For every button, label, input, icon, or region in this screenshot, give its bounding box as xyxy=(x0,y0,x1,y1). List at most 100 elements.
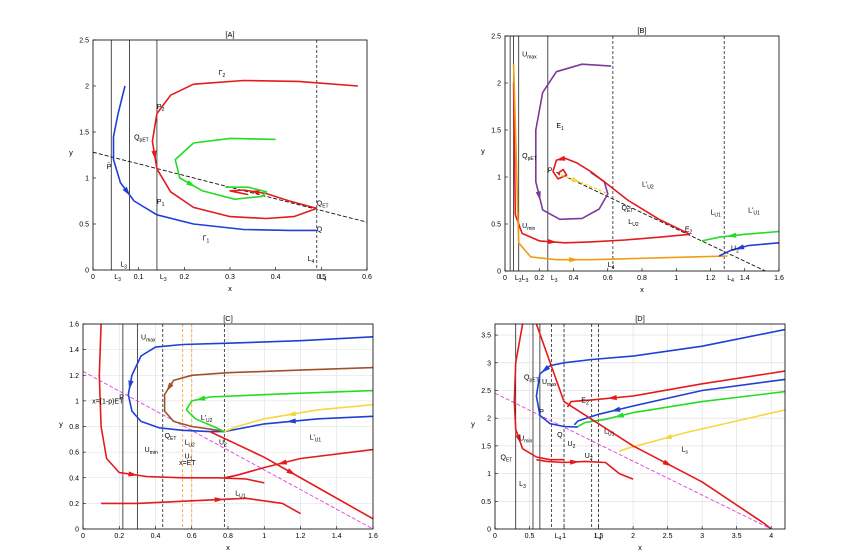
panel-B xyxy=(504,35,780,272)
x-tick-label: 0.4 xyxy=(569,275,579,282)
direction-arrow xyxy=(122,186,131,196)
y-tick-label: 2 xyxy=(85,84,89,91)
annotation: Γ1 xyxy=(203,236,210,245)
annotation: L4 xyxy=(308,256,315,265)
annotation: P2 xyxy=(157,104,165,113)
annotation: P xyxy=(548,167,553,174)
series-line xyxy=(561,174,609,195)
direction-arrow xyxy=(614,412,625,418)
x-tick-label: 1 xyxy=(562,533,566,540)
direction-arrow xyxy=(611,406,621,412)
annotation: QpET xyxy=(134,134,149,143)
annotation: Umax xyxy=(522,52,537,61)
annotation: U1 xyxy=(185,454,193,463)
annotation: E2 xyxy=(685,227,693,236)
direction-arrow xyxy=(214,497,224,503)
panel-title: [C] xyxy=(223,314,233,323)
panel-title: [A] xyxy=(225,30,234,39)
direction-arrow xyxy=(662,459,673,467)
extra-x-tick-label: L4 xyxy=(595,533,602,542)
y-tick-label: 0.5 xyxy=(491,222,501,229)
plot-content xyxy=(495,324,785,529)
y-tick-label: 1.6 xyxy=(69,322,79,329)
y-tick-label: 0.2 xyxy=(69,501,79,508)
y-tick-label: 1.5 xyxy=(481,443,491,450)
x-tick-label: 4 xyxy=(769,533,773,540)
y-tick-label: 1.5 xyxy=(491,128,501,135)
series-line xyxy=(224,415,373,433)
x-tick-label: 2 xyxy=(631,533,635,540)
y-axis-label: y xyxy=(59,420,63,429)
annotation: Umin xyxy=(519,435,532,444)
plot-content xyxy=(83,324,373,529)
annotation: x=(1-p)ET xyxy=(92,398,124,405)
dashed-line xyxy=(83,371,373,529)
annotation: Ls xyxy=(681,446,688,455)
plot-area xyxy=(93,40,367,270)
y-tick-label: 3.5 xyxy=(481,333,491,340)
series-line xyxy=(112,85,317,232)
direction-arrow xyxy=(186,180,196,187)
direction-arrow xyxy=(128,380,134,390)
annotation: LU1 xyxy=(235,491,246,500)
y-tick-label: 0 xyxy=(75,527,79,534)
direction-arrow xyxy=(515,434,521,444)
extra-x-tick-label: L3 xyxy=(160,274,167,283)
annotation: QET xyxy=(165,433,177,442)
series-line xyxy=(229,189,318,210)
x-tick-label: 1.2 xyxy=(296,533,306,540)
direction-arrow xyxy=(726,232,737,238)
x-tick-label: 1.2 xyxy=(706,275,716,282)
annotation: P xyxy=(119,395,124,402)
direction-arrow xyxy=(555,155,566,161)
panel-title: [D] xyxy=(635,314,645,323)
y-tick-label: 2.5 xyxy=(79,38,89,45)
y-tick-label: 1 xyxy=(85,176,89,183)
x-axis-label: x xyxy=(640,285,644,294)
series-line xyxy=(536,458,634,480)
annotation: P1 xyxy=(157,199,165,208)
y-tick-label: 1 xyxy=(75,398,79,405)
y-tick-label: 0 xyxy=(85,268,89,275)
x-tick-label: 0.6 xyxy=(603,275,613,282)
annotation: Γ2 xyxy=(219,70,226,79)
y-axis-label: y xyxy=(471,420,475,429)
y-tick-label: 0 xyxy=(497,269,501,276)
direction-arrow xyxy=(570,459,580,465)
y-axis-label: y xyxy=(481,147,485,156)
y-tick-label: 1.5 xyxy=(79,130,89,137)
x-tick-label: 1.6 xyxy=(774,275,784,282)
y-tick-label: 1 xyxy=(497,175,501,182)
annotation: U2 xyxy=(219,439,227,448)
annotation: LU1 xyxy=(711,210,722,219)
series-line xyxy=(512,64,728,261)
plot-content xyxy=(93,40,367,270)
y-tick-label: 2 xyxy=(497,81,501,88)
x-tick-label: 0.6 xyxy=(362,274,372,281)
extra-x-tick-label: L4 xyxy=(727,275,734,284)
direction-arrow xyxy=(734,244,745,250)
dashed-line xyxy=(556,171,766,271)
direction-arrow xyxy=(166,382,174,392)
direction-arrow xyxy=(286,418,296,424)
annotation: Q xyxy=(557,432,563,439)
x-axis-label: x xyxy=(226,543,230,552)
extra-x-tick-label: L4 xyxy=(555,533,562,542)
x-tick-label: 0.5 xyxy=(316,274,326,281)
annotation: QET xyxy=(317,201,329,210)
direction-arrow xyxy=(151,150,157,160)
x-tick-label: 0.1 xyxy=(134,274,144,281)
direction-arrow xyxy=(662,434,673,439)
panel-D xyxy=(494,323,786,530)
y-tick-label: 0.8 xyxy=(69,424,79,431)
annotation: U2 xyxy=(585,453,593,462)
series-line xyxy=(174,137,276,200)
annotation: x=ET xyxy=(179,460,196,467)
direction-arrow xyxy=(250,189,260,195)
annotation: QET xyxy=(621,205,633,214)
panel-title: [B] xyxy=(637,26,646,35)
extra-x-tick-label: L3 xyxy=(114,274,121,283)
y-tick-label: 1.2 xyxy=(69,373,79,380)
x-tick-label: 3.5 xyxy=(732,533,742,540)
extra-x-tick-label: L3 xyxy=(551,275,558,284)
